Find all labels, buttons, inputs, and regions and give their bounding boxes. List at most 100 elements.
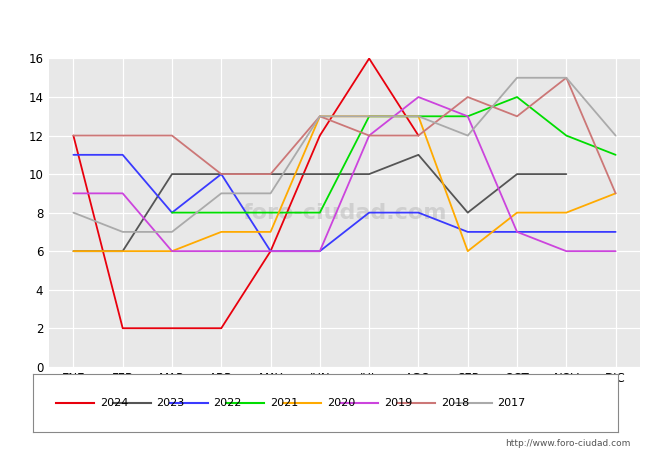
2022 [612, 229, 619, 234]
2019 [513, 229, 521, 234]
2018 [316, 113, 324, 119]
2017 [70, 210, 77, 215]
2022 [266, 248, 274, 254]
2021 [562, 133, 570, 138]
Text: 2024: 2024 [100, 398, 128, 408]
2023 [70, 248, 77, 254]
2021 [316, 210, 324, 215]
2024 [217, 325, 225, 331]
2017 [217, 191, 225, 196]
2024 [316, 133, 324, 138]
2019 [217, 248, 225, 254]
2017 [415, 113, 422, 119]
2021 [365, 113, 373, 119]
2017 [562, 75, 570, 81]
2021 [612, 152, 619, 158]
Line: 2022: 2022 [73, 155, 616, 251]
2021 [464, 113, 472, 119]
2021 [266, 210, 274, 215]
2022 [217, 171, 225, 177]
2020 [464, 248, 472, 254]
2019 [464, 113, 472, 119]
2023 [266, 171, 274, 177]
2020 [513, 210, 521, 215]
2021 [415, 113, 422, 119]
2023 [415, 152, 422, 158]
2020 [70, 248, 77, 254]
2023 [316, 171, 324, 177]
Text: foro-ciudad.com: foro-ciudad.com [242, 202, 447, 223]
2022 [316, 248, 324, 254]
2022 [70, 152, 77, 158]
2020 [316, 113, 324, 119]
2020 [612, 191, 619, 196]
Text: 2017: 2017 [497, 398, 526, 408]
Text: 2018: 2018 [441, 398, 469, 408]
Line: 2024: 2024 [73, 58, 419, 328]
Text: 2023: 2023 [157, 398, 185, 408]
2024 [168, 325, 176, 331]
2022 [365, 210, 373, 215]
2022 [415, 210, 422, 215]
2023 [168, 171, 176, 177]
Line: 2021: 2021 [172, 97, 616, 212]
Text: 2022: 2022 [213, 398, 242, 408]
Line: 2018: 2018 [73, 78, 616, 194]
Text: Afiliados en Barjas a 30/9/2024: Afiliados en Barjas a 30/9/2024 [184, 17, 466, 35]
2020 [119, 248, 127, 254]
2019 [562, 248, 570, 254]
2022 [513, 229, 521, 234]
2018 [415, 133, 422, 138]
2018 [365, 133, 373, 138]
2021 [217, 210, 225, 215]
Text: 2019: 2019 [384, 398, 412, 408]
2019 [119, 191, 127, 196]
2023 [464, 210, 472, 215]
2019 [70, 191, 77, 196]
2018 [562, 75, 570, 81]
2024 [415, 133, 422, 138]
2017 [266, 191, 274, 196]
2020 [217, 229, 225, 234]
Line: 2020: 2020 [73, 116, 616, 251]
2017 [513, 75, 521, 81]
2020 [168, 248, 176, 254]
2020 [415, 113, 422, 119]
2019 [316, 248, 324, 254]
2018 [168, 133, 176, 138]
2019 [612, 248, 619, 254]
2024 [70, 133, 77, 138]
2017 [365, 113, 373, 119]
2017 [119, 229, 127, 234]
2024 [119, 325, 127, 331]
2023 [365, 171, 373, 177]
2018 [464, 94, 472, 100]
2022 [168, 210, 176, 215]
2023 [562, 171, 570, 177]
2020 [365, 113, 373, 119]
2018 [217, 171, 225, 177]
2022 [562, 229, 570, 234]
2018 [266, 171, 274, 177]
2018 [70, 133, 77, 138]
2019 [365, 133, 373, 138]
2023 [119, 248, 127, 254]
2017 [612, 133, 619, 138]
2023 [513, 171, 521, 177]
2023 [217, 171, 225, 177]
2019 [415, 94, 422, 100]
2021 [513, 94, 521, 100]
2020 [266, 229, 274, 234]
2019 [266, 248, 274, 254]
Line: 2017: 2017 [73, 78, 616, 232]
Text: 2021: 2021 [270, 398, 298, 408]
Line: 2019: 2019 [73, 97, 616, 251]
2024 [266, 248, 274, 254]
2022 [119, 152, 127, 158]
2017 [168, 229, 176, 234]
Text: 2020: 2020 [327, 398, 356, 408]
2021 [168, 210, 176, 215]
Line: 2023: 2023 [73, 155, 566, 251]
2019 [168, 248, 176, 254]
Text: http://www.foro-ciudad.com: http://www.foro-ciudad.com [505, 439, 630, 448]
